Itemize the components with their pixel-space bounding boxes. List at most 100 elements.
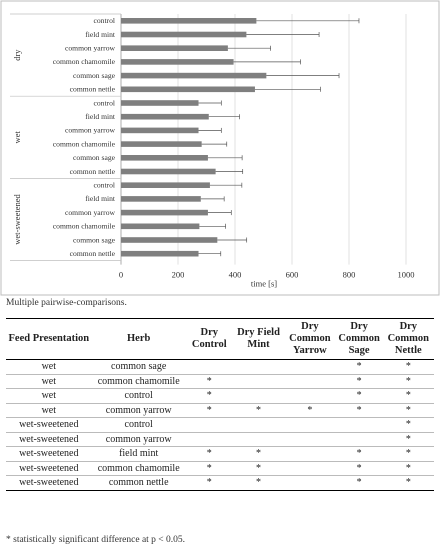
significance-cell xyxy=(232,388,285,404)
chart-frame xyxy=(0,0,440,296)
table-cell: wet-sweetened xyxy=(6,417,92,433)
significance-cell: * xyxy=(185,374,233,389)
x-axis-label: time [s] xyxy=(251,279,277,289)
table-row: wet common chamomile * * * xyxy=(6,374,434,389)
significance-cell: * xyxy=(382,374,434,389)
x-tick-label: 0 xyxy=(119,270,123,280)
group-label: wet xyxy=(12,131,22,144)
significance-cell xyxy=(284,432,336,447)
category-label: field mint xyxy=(85,30,116,39)
x-tick-label: 800 xyxy=(343,270,356,280)
x-tick-label: 600 xyxy=(286,270,299,280)
table-row: wet-sweetened control * xyxy=(6,417,434,433)
bar xyxy=(121,100,199,106)
significance-cell: * xyxy=(232,461,285,476)
table-cell: common yarrow xyxy=(91,432,186,447)
category-label: common nettle xyxy=(70,167,116,176)
significance-cell xyxy=(232,374,285,389)
significance-cell xyxy=(185,417,233,433)
bar xyxy=(121,250,199,257)
category-label: common sage xyxy=(73,71,116,80)
significance-cell: * xyxy=(232,475,285,491)
category-label: common chamomile xyxy=(53,57,116,66)
significance-cell: * xyxy=(382,432,434,447)
table-cell: wet xyxy=(6,403,92,418)
table-row: wet control * * * xyxy=(6,388,434,404)
column-header: Herb xyxy=(127,333,151,344)
table-cell: wet xyxy=(6,359,92,375)
significance-cell: * xyxy=(185,446,233,462)
category-label: common yarrow xyxy=(65,208,115,217)
x-tick-label: 200 xyxy=(172,270,185,280)
bar xyxy=(121,18,257,24)
category-label: common sage xyxy=(73,235,116,244)
bar xyxy=(121,59,234,65)
table-cell: common sage xyxy=(91,359,186,375)
table-cell: wet xyxy=(6,374,92,389)
significance-cell: * xyxy=(382,475,434,491)
table-cell: wet-sweetened xyxy=(6,461,92,476)
category-label: common nettle xyxy=(70,85,116,94)
significance-cell xyxy=(232,417,285,433)
bar xyxy=(121,196,201,202)
significance-cell: * xyxy=(185,388,233,404)
bar xyxy=(121,155,208,161)
bar xyxy=(121,127,199,134)
significance-cell: * xyxy=(335,446,383,462)
bar xyxy=(121,182,210,188)
bar xyxy=(121,237,218,243)
category-label: common chamomile xyxy=(53,139,116,148)
significance-cell xyxy=(335,417,383,433)
table-row: wet-sweetened common chamomile * * * * xyxy=(6,461,434,476)
significance-cell: * xyxy=(382,403,434,418)
category-label: field mint xyxy=(85,194,116,203)
column-header: Dry Common Sage xyxy=(338,321,380,356)
category-label: common chamomile xyxy=(53,222,116,231)
significance-cell: * xyxy=(382,446,434,462)
table-row: wet common yarrow * * * * * xyxy=(6,403,434,418)
group-label: wet-sweetened xyxy=(12,194,22,245)
column-header: Dry Control xyxy=(191,327,227,350)
table-cell: common chamomile xyxy=(91,461,186,476)
bar xyxy=(121,168,216,175)
bar xyxy=(121,113,209,120)
significance-cell xyxy=(284,374,336,389)
table-cell: field mint xyxy=(91,446,186,462)
table-row: wet-sweetened field mint * * * * xyxy=(6,446,434,462)
category-label: common nettle xyxy=(70,249,116,258)
category-label: field mint xyxy=(85,112,116,121)
table-row: wet-sweetened common yarrow * xyxy=(6,432,434,447)
bar xyxy=(121,72,267,79)
table-header: Feed Presentation Herb Dry Control Dry Fiel… xyxy=(6,318,434,360)
column-header: Feed Presentation xyxy=(8,333,90,344)
table-cell: common yarrow xyxy=(91,403,186,418)
significance-cell xyxy=(284,446,336,462)
significance-cell: * xyxy=(335,388,383,404)
significance-cell: * xyxy=(382,417,434,433)
significance-cell xyxy=(335,432,383,447)
significance-cell: * xyxy=(335,359,383,375)
significance-cell: * xyxy=(232,403,285,418)
category-label: control xyxy=(93,181,115,190)
significance-cell: * xyxy=(284,403,336,418)
bar xyxy=(121,31,247,38)
table-cell: wet-sweetened xyxy=(6,432,92,447)
table-row: wet-sweetened common nettle * * * * xyxy=(6,475,434,491)
significance-cell xyxy=(284,417,336,433)
significance-cell: * xyxy=(185,475,233,491)
table-cell: wet-sweetened xyxy=(6,446,92,462)
significance-cell: * xyxy=(335,374,383,389)
table-cell: common chamomile xyxy=(91,374,186,389)
table-body: wet common sage * * wet common chamomile * * * we… xyxy=(6,359,434,491)
footnote: * statistically significant difference a… xyxy=(6,535,186,545)
table-cell: control xyxy=(91,388,186,404)
significance-cell: * xyxy=(382,461,434,476)
significance-cell xyxy=(185,359,233,375)
pairwise-comparison-table: Feed Presentation Herb Dry Control Dry Fiel… xyxy=(6,318,434,491)
significance-cell xyxy=(232,432,285,447)
significance-cell: * xyxy=(232,446,285,462)
significance-cell: * xyxy=(335,461,383,476)
table-cell: control xyxy=(91,417,186,433)
significance-cell: * xyxy=(185,403,233,418)
category-label: common yarrow xyxy=(65,44,115,53)
